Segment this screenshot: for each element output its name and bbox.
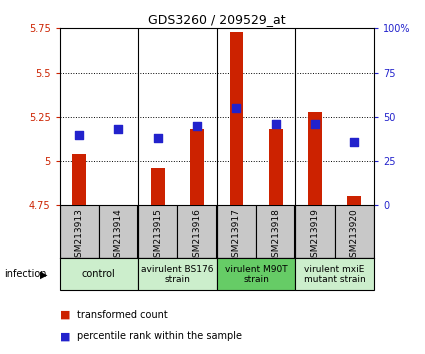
Bar xyxy=(217,205,256,258)
Bar xyxy=(190,129,204,205)
Text: ■: ■ xyxy=(60,331,70,341)
Text: avirulent BS176
strain: avirulent BS176 strain xyxy=(141,265,214,284)
Point xyxy=(351,139,358,144)
Bar xyxy=(295,205,335,258)
Bar xyxy=(60,258,138,290)
Point xyxy=(115,126,122,132)
Text: GSM213920: GSM213920 xyxy=(350,208,359,263)
Text: GSM213918: GSM213918 xyxy=(271,208,280,263)
Bar xyxy=(178,205,217,258)
Point xyxy=(312,121,318,127)
Bar xyxy=(99,205,138,258)
Bar xyxy=(151,168,164,205)
Text: control: control xyxy=(82,269,116,279)
Bar xyxy=(72,154,86,205)
Title: GDS3260 / 209529_at: GDS3260 / 209529_at xyxy=(148,13,286,26)
Point xyxy=(272,121,279,127)
Bar xyxy=(269,129,283,205)
Point xyxy=(194,123,201,129)
Text: transformed count: transformed count xyxy=(76,310,167,320)
Point xyxy=(76,132,82,137)
Text: GSM213915: GSM213915 xyxy=(153,208,162,263)
Bar xyxy=(295,258,374,290)
Bar xyxy=(308,112,322,205)
Text: GSM213917: GSM213917 xyxy=(232,208,241,263)
Point xyxy=(233,105,240,111)
Bar xyxy=(138,258,217,290)
Bar xyxy=(230,32,243,205)
Bar xyxy=(256,205,295,258)
Bar xyxy=(112,205,125,211)
Bar xyxy=(60,205,99,258)
Text: GSM213919: GSM213919 xyxy=(311,208,320,263)
Text: infection: infection xyxy=(4,269,47,279)
Text: virulent M90T
strain: virulent M90T strain xyxy=(225,265,287,284)
Text: GSM213916: GSM213916 xyxy=(193,208,201,263)
Bar xyxy=(335,205,374,258)
Text: ▶: ▶ xyxy=(40,269,48,279)
Bar xyxy=(217,258,295,290)
Text: percentile rank within the sample: percentile rank within the sample xyxy=(76,331,241,341)
Text: GSM213914: GSM213914 xyxy=(114,208,123,263)
Text: ■: ■ xyxy=(60,310,70,320)
Text: virulent mxiE
mutant strain: virulent mxiE mutant strain xyxy=(304,265,366,284)
Bar xyxy=(348,196,361,205)
Text: GSM213913: GSM213913 xyxy=(75,208,84,263)
Bar xyxy=(138,205,178,258)
Point xyxy=(154,135,161,141)
